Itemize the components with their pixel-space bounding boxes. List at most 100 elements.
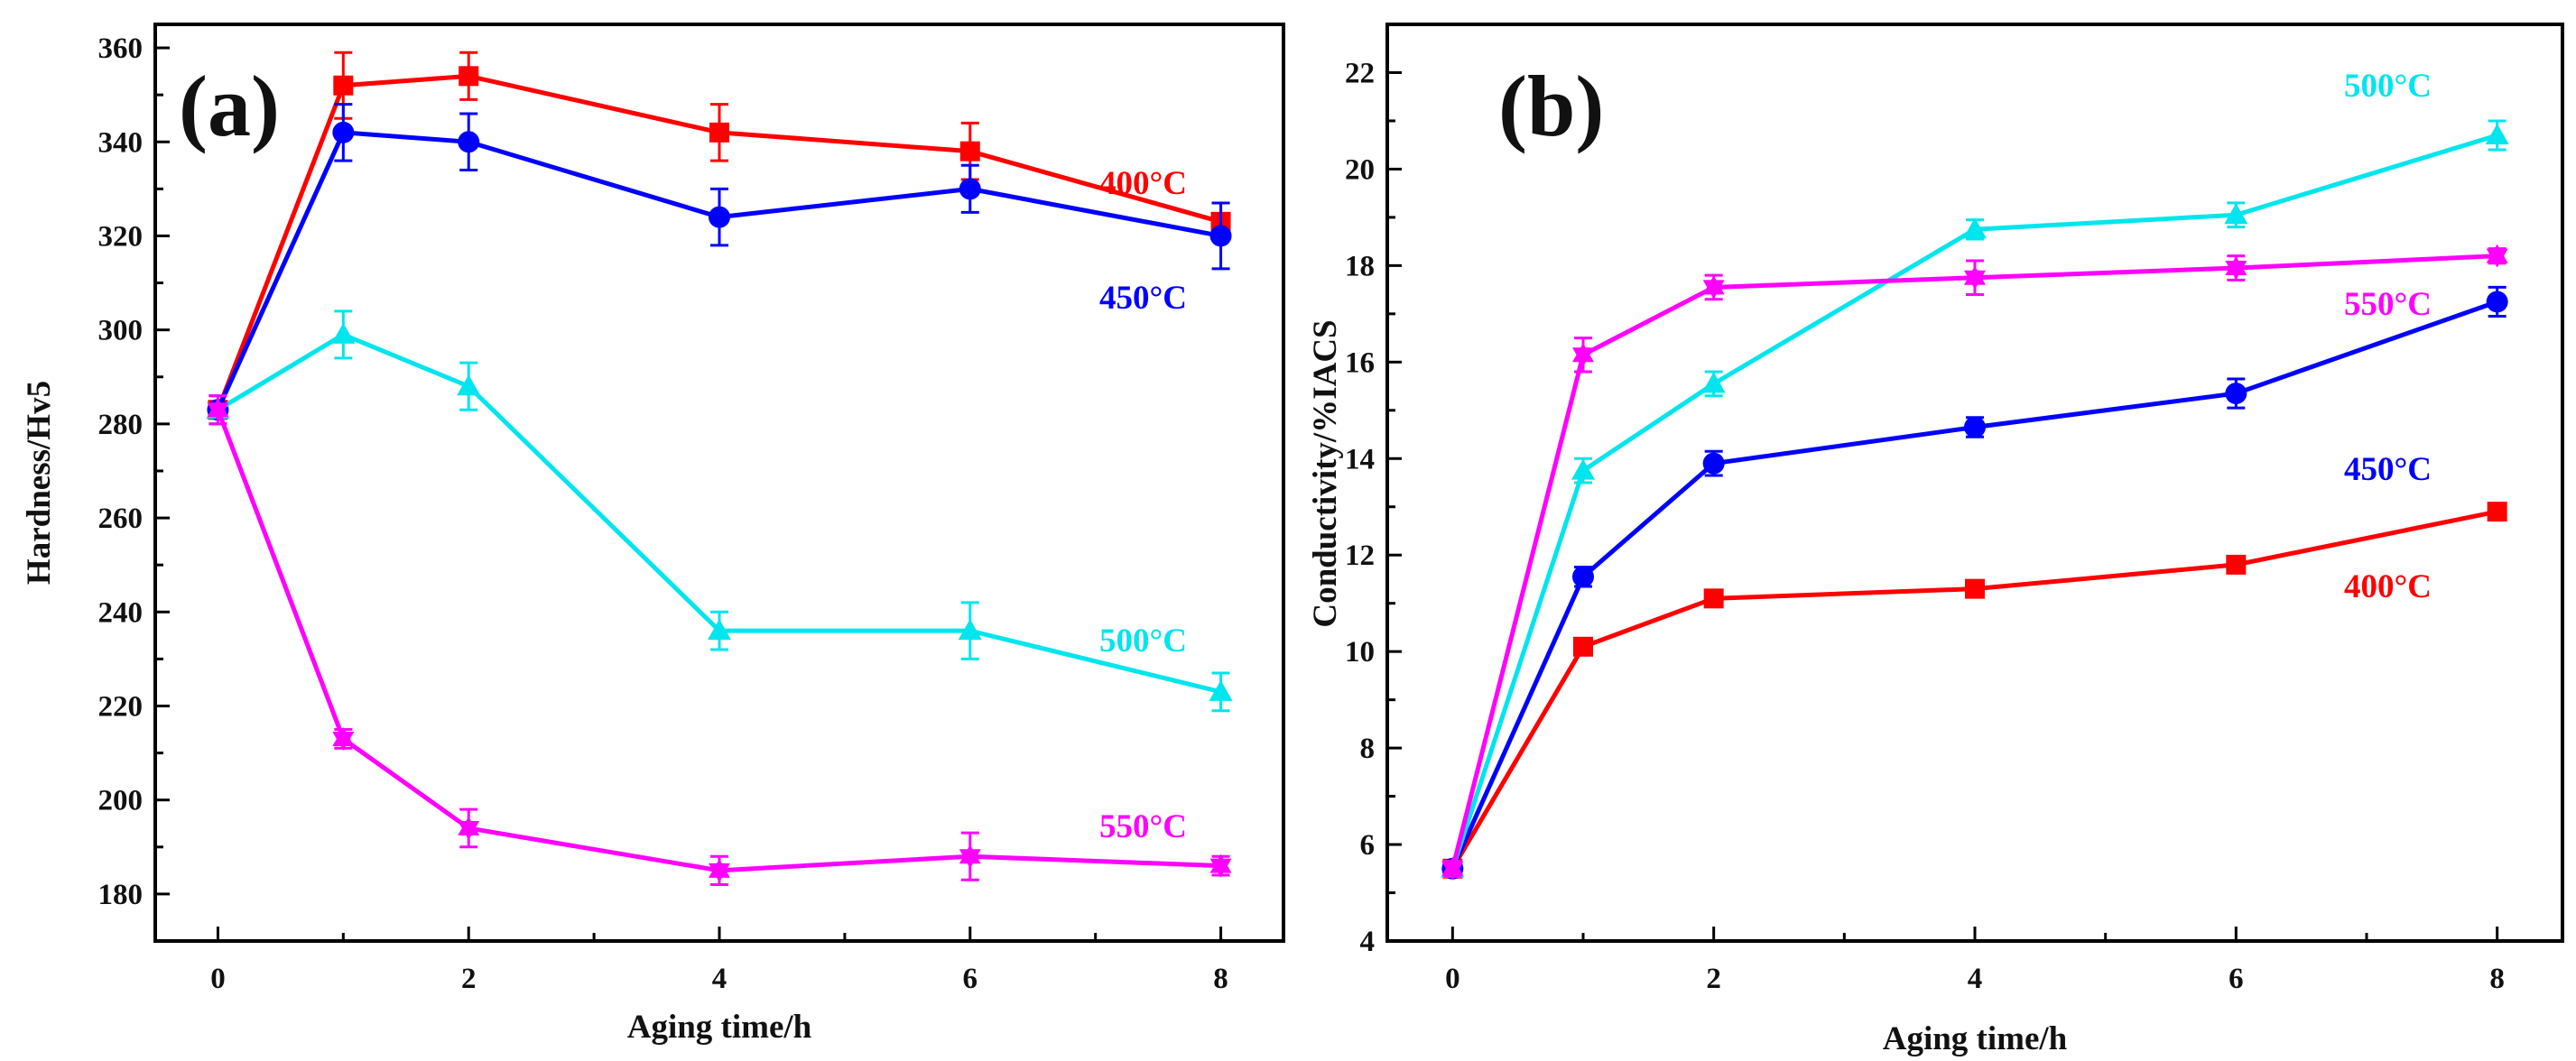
y-tick-label: 220 <box>98 690 144 723</box>
data-point <box>959 141 980 161</box>
series-line <box>1450 133 2498 870</box>
data-point <box>1965 578 1985 599</box>
axis-ticks: 0 2 4 6 8 4 6 8 10 12 14 16 18 20 22 <box>1345 23 2505 995</box>
data-point <box>458 131 480 153</box>
data-point <box>331 322 356 344</box>
axis-ticks: 0 2 4 6 8 180 200 220 240 260 280 300 320 340 360 <box>98 32 1228 995</box>
data-point <box>709 206 730 228</box>
x-tick-label: 6 <box>963 963 978 995</box>
series-line <box>216 73 1222 411</box>
x-tick-label: 8 <box>2489 963 2505 995</box>
series-line <box>1450 300 2498 870</box>
data-point <box>1572 347 1594 367</box>
x-axis-title: Aging time/h <box>627 1009 812 1046</box>
x-tick-label: 0 <box>1445 963 1460 995</box>
y-tick-label: 14 <box>1345 443 1375 475</box>
panel-label: (b) <box>1498 58 1604 154</box>
data-point <box>458 820 480 840</box>
data-point <box>959 849 981 869</box>
data-point <box>2225 383 2247 405</box>
data-point <box>2224 203 2248 225</box>
y-tick-label: 22 <box>1345 57 1375 89</box>
data-point <box>1702 280 1725 300</box>
y-tick-label: 360 <box>98 32 144 65</box>
series-layer <box>1441 119 2509 881</box>
data-point <box>1209 225 1232 247</box>
data-point <box>1703 588 1724 609</box>
y-tick-label: 6 <box>1360 829 1376 862</box>
data-point <box>958 619 982 641</box>
y-axis-title: Conductivity/%IACS <box>1307 319 1344 627</box>
series-line <box>1450 254 2497 870</box>
data-point <box>1571 458 1595 480</box>
data-point <box>709 863 730 882</box>
y-tick-label: 18 <box>1345 250 1375 282</box>
series-label-550: 550°C <box>2344 286 2432 323</box>
data-point <box>2487 502 2507 522</box>
series-label-500: 500°C <box>1099 623 1187 660</box>
data-point <box>1964 416 1986 438</box>
data-point <box>2225 261 2247 281</box>
series-label-400: 400°C <box>2344 568 2432 605</box>
y-tick-label: 12 <box>1345 540 1375 572</box>
y-tick-label: 300 <box>98 315 144 347</box>
y-tick-label: 240 <box>98 596 144 629</box>
data-point <box>1702 452 1725 475</box>
x-tick-label: 2 <box>461 963 477 995</box>
y-tick-label: 320 <box>98 220 144 253</box>
series-label-450: 450°C <box>2344 451 2432 488</box>
series-label-500: 500°C <box>2344 68 2432 105</box>
data-point <box>1209 858 1232 878</box>
series-line <box>217 332 1222 695</box>
data-point <box>332 121 355 143</box>
y-tick-label: 10 <box>1345 636 1375 669</box>
data-point <box>457 374 481 396</box>
x-tick-label: 4 <box>1968 963 1983 995</box>
data-point <box>2485 123 2509 144</box>
x-tick-label: 4 <box>712 963 727 995</box>
y-tick-label: 260 <box>98 503 144 535</box>
data-point <box>1701 372 1726 393</box>
data-point <box>332 731 355 751</box>
x-tick-label: 8 <box>1213 963 1228 995</box>
y-tick-label: 280 <box>98 409 144 441</box>
x-tick-label: 2 <box>1706 963 1721 995</box>
y-tick-label: 16 <box>1345 346 1375 379</box>
y-tick-label: 8 <box>1360 733 1376 765</box>
data-point <box>709 122 729 143</box>
data-point <box>2486 248 2508 268</box>
series-line <box>216 409 1221 873</box>
series-550 <box>1441 244 2508 881</box>
data-point <box>708 619 731 641</box>
series-label-550: 550°C <box>1099 808 1187 845</box>
series-label-400: 400°C <box>1099 165 1187 202</box>
data-point <box>2226 554 2247 575</box>
y-axis-title: Hardness/Hv5 <box>21 381 58 585</box>
series-line <box>216 130 1222 411</box>
y-tick-label: 200 <box>98 785 144 817</box>
series-line <box>1450 509 2498 871</box>
x-tick-label: 0 <box>210 963 226 995</box>
x-tick-label: 6 <box>2229 963 2244 995</box>
series-layer <box>206 51 1233 886</box>
data-point <box>1963 217 1987 239</box>
data-point <box>2486 291 2508 313</box>
x-axis-title: Aging time/h <box>1883 1020 2068 1057</box>
data-point <box>333 75 354 96</box>
data-point <box>1441 861 1464 881</box>
series-500 <box>1441 119 2509 878</box>
data-point <box>959 178 981 200</box>
series-500 <box>206 309 1233 713</box>
data-point <box>1964 270 1986 290</box>
data-point <box>459 66 479 87</box>
data-point <box>207 402 229 422</box>
data-point <box>1572 566 1594 588</box>
y-tick-label: 4 <box>1360 926 1376 958</box>
y-tick-label: 180 <box>98 879 144 911</box>
series-550 <box>207 394 1232 886</box>
data-point <box>1209 679 1233 701</box>
data-point <box>1573 636 1593 657</box>
